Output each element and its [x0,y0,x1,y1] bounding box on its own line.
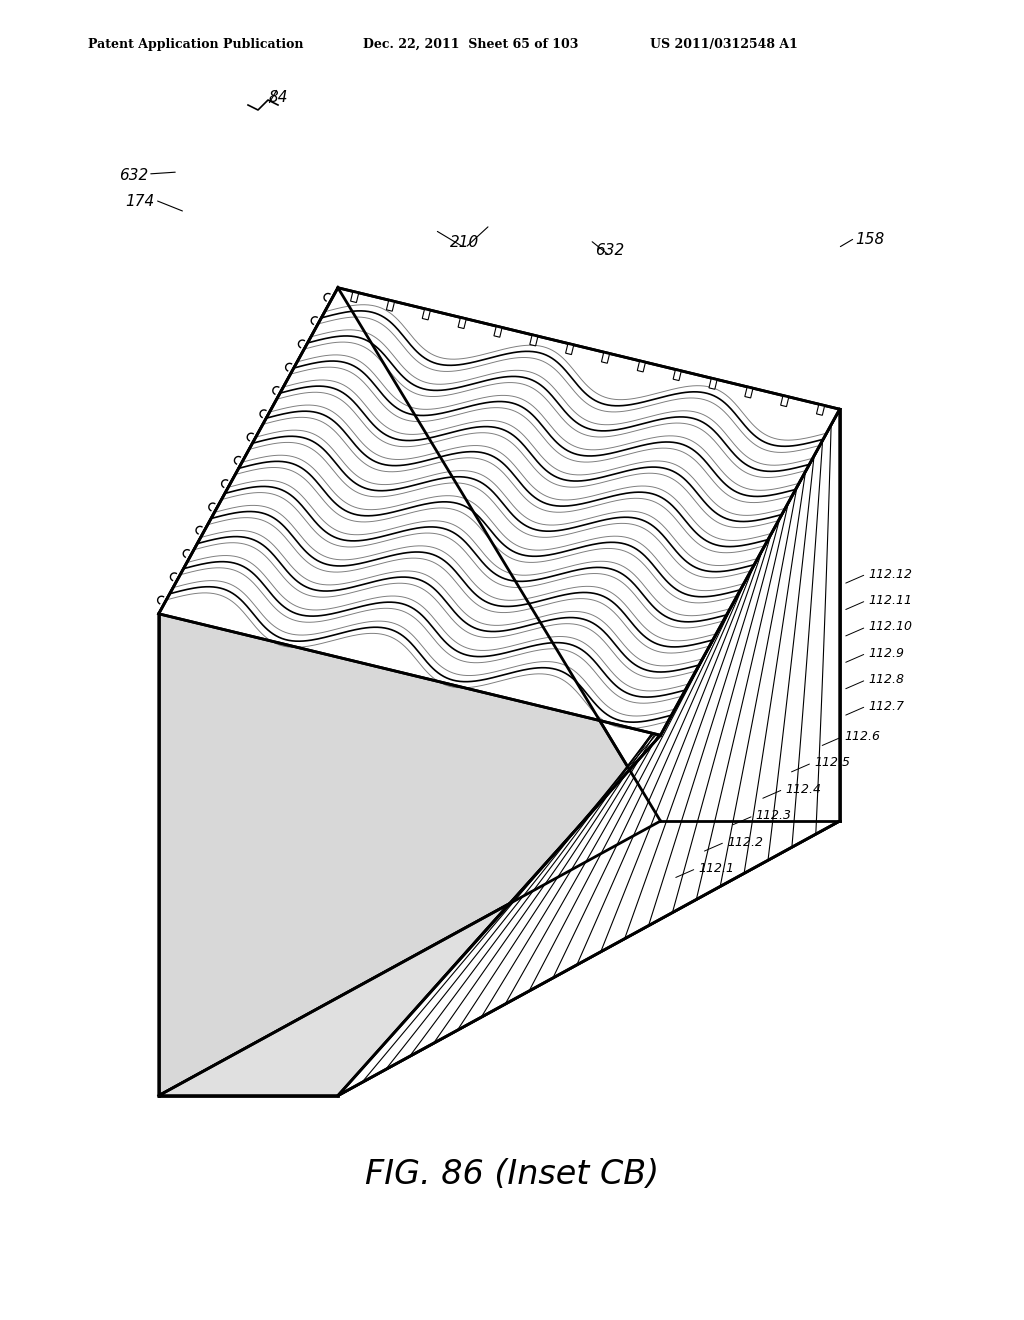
Text: 174: 174 [126,194,155,210]
Polygon shape [637,360,645,372]
Text: 112.8: 112.8 [868,673,904,686]
Text: 112.1: 112.1 [698,862,734,875]
Polygon shape [601,352,609,363]
Text: 112.2: 112.2 [727,836,763,849]
Polygon shape [565,343,573,355]
Polygon shape [744,387,753,397]
Text: US 2011/0312548 A1: US 2011/0312548 A1 [650,38,798,51]
Text: 112.5: 112.5 [814,756,850,770]
Polygon shape [709,378,717,389]
Polygon shape [338,409,840,1096]
Text: 112.4: 112.4 [785,783,821,796]
Text: 112.12: 112.12 [868,568,912,581]
Text: 84: 84 [268,90,288,106]
Text: 158: 158 [855,232,885,248]
Polygon shape [159,288,840,735]
Polygon shape [816,404,824,416]
Polygon shape [458,317,466,329]
Polygon shape [386,300,394,312]
Text: Patent Application Publication: Patent Application Publication [88,38,303,51]
Text: 112.11: 112.11 [868,594,912,607]
Polygon shape [350,292,358,302]
Text: 112.10: 112.10 [868,620,912,634]
Text: 632: 632 [595,243,625,257]
Text: 632: 632 [119,168,148,182]
Polygon shape [422,309,430,319]
Text: FIG. 86 (Inset CB): FIG. 86 (Inset CB) [365,1159,659,1192]
Text: 112.3: 112.3 [756,809,792,822]
Polygon shape [780,396,788,407]
Text: 112.9: 112.9 [868,647,904,660]
Text: Dec. 22, 2011  Sheet 65 of 103: Dec. 22, 2011 Sheet 65 of 103 [362,38,579,51]
Text: 210: 210 [451,235,479,249]
Text: 112.6: 112.6 [845,730,881,743]
Polygon shape [494,326,502,337]
Polygon shape [529,335,538,346]
Polygon shape [673,370,681,380]
Polygon shape [159,821,840,1096]
Text: 112.7: 112.7 [868,700,904,713]
Polygon shape [159,288,660,1096]
